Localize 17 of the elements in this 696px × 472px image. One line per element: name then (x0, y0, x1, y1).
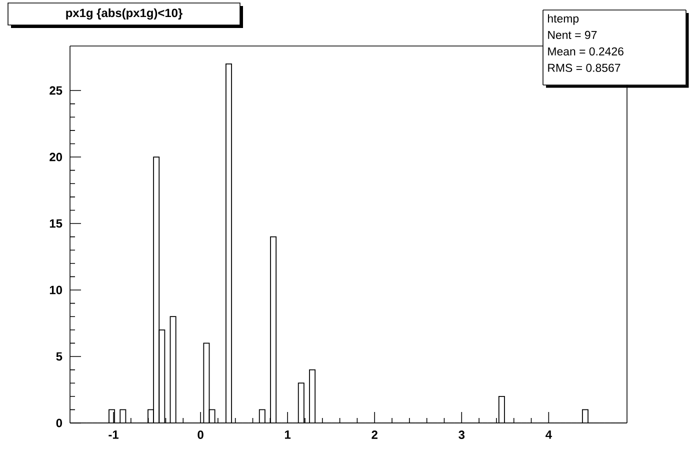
text: htemp (548, 14, 579, 25)
chart-title: px1g {abs(px1g)<10} (66, 8, 182, 20)
y-tick-label: 20 (50, 152, 62, 162)
annotation: Mean = 0.2426 (548, 47, 624, 56)
y-tick-label: 5 (56, 352, 62, 361)
x-tick-label: 2 (372, 430, 378, 439)
y-tick-label: 25 (50, 86, 62, 95)
x-tick-label: -1 (108, 430, 118, 439)
x-tick-label: 4 (546, 430, 552, 439)
annotation: RMS = 0.8567 (548, 64, 620, 72)
y-tick-label: 15 (50, 219, 62, 228)
x-tick-label: 1 (285, 430, 291, 439)
x-tick-label: 0 (198, 430, 204, 439)
x-tick-label: 3 (458, 430, 465, 439)
text: Nent = 97 (548, 30, 597, 40)
y-tick-label: 10 (50, 286, 62, 294)
y-tick-label: 0 (56, 418, 62, 428)
